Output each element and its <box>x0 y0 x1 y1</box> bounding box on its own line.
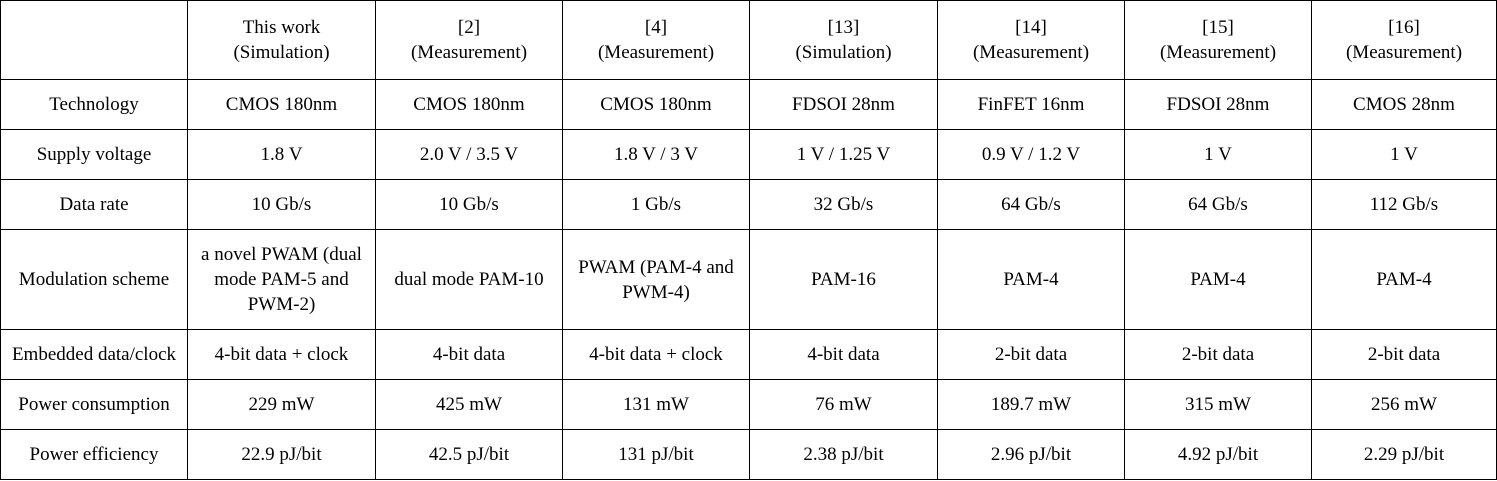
cell: PAM-16 <box>749 229 938 330</box>
cell: 2-bit data <box>937 329 1125 380</box>
header-line: (Measurement) <box>410 42 528 63</box>
cell: 229 mW <box>187 379 376 430</box>
header-line: [14] <box>1015 17 1047 38</box>
cell: 1.8 V <box>187 129 376 180</box>
cell: 4-bit data <box>375 329 563 380</box>
cell: 10 Gb/s <box>375 179 563 230</box>
cell: 2.0 V / 3.5 V <box>375 129 563 180</box>
cell: 76 mW <box>749 379 938 430</box>
cell: 2-bit data <box>1311 329 1497 380</box>
cell: 4.92 pJ/bit <box>1124 429 1312 480</box>
cell: 2.29 pJ/bit <box>1311 429 1497 480</box>
cell: 0.9 V / 1.2 V <box>937 129 1125 180</box>
cell: 2-bit data <box>1124 329 1312 380</box>
row-label: Technology <box>0 79 188 130</box>
header-line: This work <box>242 17 321 38</box>
header-line: (Measurement) <box>972 42 1090 63</box>
header-line: (Simulation) <box>233 42 330 63</box>
header-cell: This work (Simulation) <box>187 0 376 80</box>
cell: 2.38 pJ/bit <box>749 429 938 480</box>
cell: 112 Gb/s <box>1311 179 1497 230</box>
cell: 4-bit data + clock <box>562 329 750 380</box>
cell: dual mode PAM-10 <box>375 229 563 330</box>
cell: PAM-4 <box>1124 229 1312 330</box>
cell: FinFET 16nm <box>937 79 1125 130</box>
row-label: Power efficiency <box>0 429 188 480</box>
table-row: Supply voltage 1.8 V 2.0 V / 3.5 V 1.8 V / … <box>0 129 1497 180</box>
row-label: Supply voltage <box>0 129 188 180</box>
row-label: Embedded data/clock <box>0 329 188 380</box>
row-label: Power consumption <box>0 379 188 430</box>
table-row: Technology CMOS 180nm CMOS 180nm CMOS 180nm… <box>0 79 1497 130</box>
cell: 1 V <box>1124 129 1312 180</box>
cell: 131 pJ/bit <box>562 429 750 480</box>
header-cell: [4] (Measurement) <box>562 0 750 80</box>
cell: 425 mW <box>375 379 563 430</box>
cell: 315 mW <box>1124 379 1312 430</box>
corner-cell <box>0 0 188 80</box>
header-line: (Simulation) <box>795 42 892 63</box>
header-line: [15] <box>1202 17 1234 38</box>
header-cell: [14] (Measurement) <box>937 0 1125 80</box>
cell: CMOS 180nm <box>375 79 563 130</box>
header-cell: [15] (Measurement) <box>1124 0 1312 80</box>
cell: a novel PWAM (dual mode PAM-5 and PWM-2) <box>187 229 376 330</box>
cell: 1 V / 1.25 V <box>749 129 938 180</box>
cell: 4-bit data + clock <box>187 329 376 380</box>
header-line: (Measurement) <box>1159 42 1277 63</box>
row-label: Data rate <box>0 179 188 230</box>
table-row: Power efficiency 22.9 pJ/bit 42.5 pJ/bit 13… <box>0 429 1497 480</box>
cell: FDSOI 28nm <box>749 79 938 130</box>
cell: 22.9 pJ/bit <box>187 429 376 480</box>
cell: CMOS 28nm <box>1311 79 1497 130</box>
header-row: This work (Simulation) [2] (Measurement) [4]… <box>0 0 1497 80</box>
header-cell: [2] (Measurement) <box>375 0 563 80</box>
header-line: (Measurement) <box>1345 42 1463 63</box>
cell: 131 mW <box>562 379 750 430</box>
table-row: Embedded data/clock 4-bit data + clock 4-b… <box>0 329 1497 380</box>
cell: 1 V <box>1311 129 1497 180</box>
header-line: [2] <box>457 17 481 38</box>
table-row: Data rate 10 Gb/s 10 Gb/s 1 Gb/s 32 Gb/s 64 G… <box>0 179 1497 230</box>
cell: 189.7 mW <box>937 379 1125 430</box>
cell: CMOS 180nm <box>562 79 750 130</box>
header-line: [16] <box>1388 17 1420 38</box>
cell: 42.5 pJ/bit <box>375 429 563 480</box>
cell: FDSOI 28nm <box>1124 79 1312 130</box>
cell: CMOS 180nm <box>187 79 376 130</box>
cell: PAM-4 <box>937 229 1125 330</box>
row-label: Modulation scheme <box>0 229 188 330</box>
cell: 1.8 V / 3 V <box>562 129 750 180</box>
header-line: [4] <box>644 17 668 38</box>
header-line: (Measurement) <box>597 42 715 63</box>
cell: PWAM (PAM-4 and PWM-4) <box>562 229 750 330</box>
header-line: [13] <box>827 17 860 38</box>
table-row: Modulation scheme a novel PWAM (dual mode… <box>0 229 1497 330</box>
cell: 10 Gb/s <box>187 179 376 230</box>
cell: PAM-4 <box>1311 229 1497 330</box>
table-row: Power consumption 229 mW 425 mW 131 mW 76 mW… <box>0 379 1497 430</box>
cell: 2.96 pJ/bit <box>937 429 1125 480</box>
cell: 64 Gb/s <box>1124 179 1312 230</box>
cell: 64 Gb/s <box>937 179 1125 230</box>
cell: 1 Gb/s <box>562 179 750 230</box>
cell: 256 mW <box>1311 379 1497 430</box>
cell: 32 Gb/s <box>749 179 938 230</box>
header-cell: [13] (Simulation) <box>749 0 938 80</box>
header-cell: [16] (Measurement) <box>1311 0 1497 80</box>
cell: 4-bit data <box>749 329 938 380</box>
